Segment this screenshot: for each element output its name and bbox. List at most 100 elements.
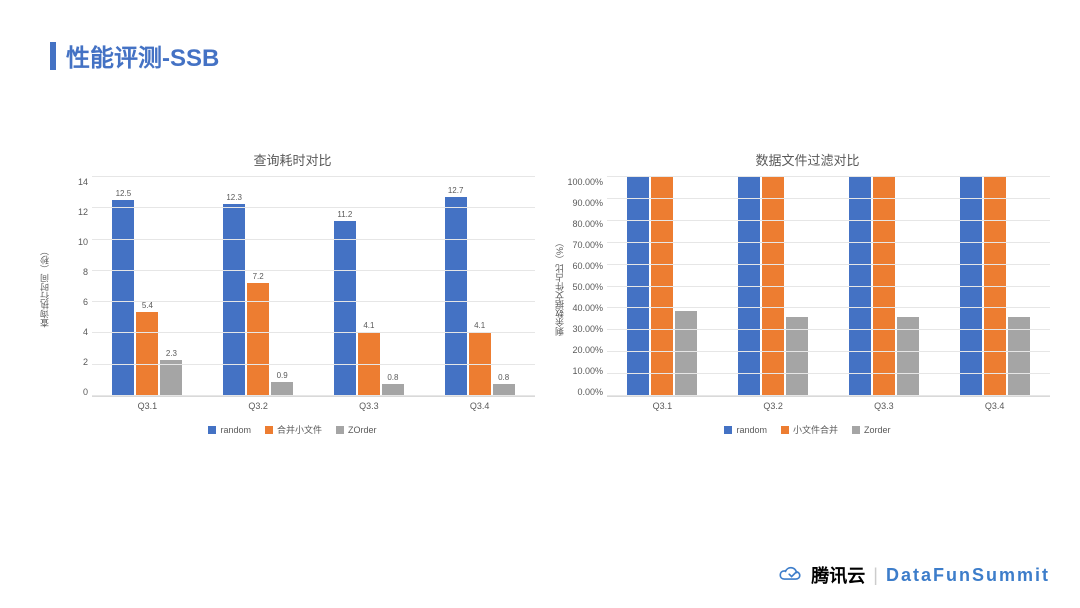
gridline	[92, 301, 535, 302]
chart1-y-label: 查询执行时间（秒）	[38, 247, 51, 328]
x-label: Q3.2	[203, 397, 314, 411]
gridline	[92, 270, 535, 271]
bar	[136, 312, 158, 396]
x-label: Q3.3	[829, 397, 940, 411]
gridline	[92, 395, 535, 396]
gridline	[607, 351, 1050, 352]
gridline	[92, 176, 535, 177]
bar-wrap	[849, 177, 871, 396]
bar-wrap	[738, 177, 760, 396]
legend-item: random	[208, 423, 251, 436]
bar	[984, 177, 1006, 396]
gridline	[92, 332, 535, 333]
legend-item: ZOrder	[336, 423, 377, 436]
legend-label: 小文件合并	[793, 423, 838, 436]
x-label: Q3.4	[939, 397, 1050, 411]
gridline	[607, 220, 1050, 221]
x-label: Q3.1	[92, 397, 203, 411]
y-tick: 0	[83, 387, 88, 397]
chart2-plot-area	[607, 177, 1050, 397]
bar	[873, 177, 895, 396]
y-tick: 40.00%	[572, 303, 603, 313]
chart1-title: 查询耗时对比	[50, 150, 535, 169]
y-tick: 30.00%	[572, 324, 603, 334]
chart2-body: 剩余数据文件占比（%） 0.00%10.00%20.00%30.00%40.00…	[565, 177, 1050, 397]
gridline	[607, 395, 1050, 396]
slide-title: 性能评测-SSB	[50, 38, 219, 73]
bar-wrap	[675, 177, 697, 396]
bar	[445, 197, 467, 396]
chart2-x-labels: Q3.1Q3.2Q3.3Q3.4	[607, 397, 1050, 411]
gridline	[607, 329, 1050, 330]
gridline	[92, 239, 535, 240]
bar-wrap	[873, 177, 895, 396]
gridline	[92, 207, 535, 208]
x-label: Q3.3	[314, 397, 425, 411]
bar-wrap	[984, 177, 1006, 396]
bar-value-label: 12.7	[448, 186, 464, 195]
gridline	[607, 286, 1050, 287]
bar-wrap	[897, 177, 919, 396]
legend-label: Zorder	[864, 425, 891, 435]
charts-container: 查询耗时对比 查询执行时间（秒） 02468101214 12.55.42.31…	[50, 150, 1050, 436]
x-label: Q3.1	[607, 397, 718, 411]
bar	[271, 382, 293, 396]
legend-label: ZOrder	[348, 425, 377, 435]
y-tick: 8	[83, 267, 88, 277]
legend-item: 小文件合并	[781, 423, 838, 436]
legend-label: 合并小文件	[277, 423, 322, 436]
legend-label: random	[220, 425, 251, 435]
legend-item: Zorder	[852, 423, 891, 436]
y-tick: 12	[78, 207, 88, 217]
bar	[160, 360, 182, 396]
chart2-y-axis: 剩余数据文件占比（%） 0.00%10.00%20.00%30.00%40.00…	[565, 177, 607, 397]
y-tick: 10.00%	[572, 366, 603, 376]
legend-swatch	[265, 426, 273, 434]
bar-value-label: 0.8	[498, 373, 509, 382]
bar-wrap	[960, 177, 982, 396]
footer-summit: DataFunSummit	[886, 565, 1050, 586]
bar-wrap	[627, 177, 649, 396]
bar	[627, 177, 649, 396]
bar-wrap	[651, 177, 673, 396]
bar	[651, 177, 673, 396]
bar-value-label: 2.3	[166, 349, 177, 358]
chart2-y-label: 剩余数据文件占比（%）	[553, 238, 566, 336]
gridline	[607, 373, 1050, 374]
title-text: 性能评测-SSB	[66, 38, 219, 73]
y-tick: 4	[83, 327, 88, 337]
gridline	[607, 198, 1050, 199]
gridline	[607, 242, 1050, 243]
y-tick: 20.00%	[572, 345, 603, 355]
bar-group	[939, 177, 1050, 396]
y-tick: 10	[78, 237, 88, 247]
x-label: Q3.2	[718, 397, 829, 411]
chart1-legend: random 合并小文件 ZOrder	[50, 423, 535, 436]
legend-swatch	[781, 426, 789, 434]
legend-item: random	[724, 423, 767, 436]
y-tick: 70.00%	[572, 240, 603, 250]
footer: 腾讯云 | DataFunSummit	[777, 562, 1050, 588]
y-tick: 100.00%	[567, 177, 603, 187]
legend-swatch	[208, 426, 216, 434]
bar-value-label: 7.2	[253, 272, 264, 281]
bar	[334, 221, 356, 396]
chart2-bar-groups	[607, 177, 1050, 396]
bar	[960, 177, 982, 396]
chart1-x-labels: Q3.1Q3.2Q3.3Q3.4	[92, 397, 535, 411]
y-tick: 60.00%	[572, 261, 603, 271]
y-tick: 90.00%	[572, 198, 603, 208]
y-tick: 50.00%	[572, 282, 603, 292]
bar	[738, 177, 760, 396]
chart2-legend: random 小文件合并 Zorder	[565, 423, 1050, 436]
legend-swatch	[852, 426, 860, 434]
bar-value-label: 4.1	[474, 321, 485, 330]
chart-file-filter: 数据文件过滤对比 剩余数据文件占比（%） 0.00%10.00%20.00%30…	[565, 150, 1050, 436]
legend-label: random	[736, 425, 767, 435]
bar-value-label: 11.2	[337, 210, 352, 219]
bar-group	[607, 177, 718, 396]
bar	[675, 311, 697, 396]
bar-value-label: 4.1	[363, 321, 374, 330]
x-label: Q3.4	[424, 397, 535, 411]
legend-item: 合并小文件	[265, 423, 322, 436]
